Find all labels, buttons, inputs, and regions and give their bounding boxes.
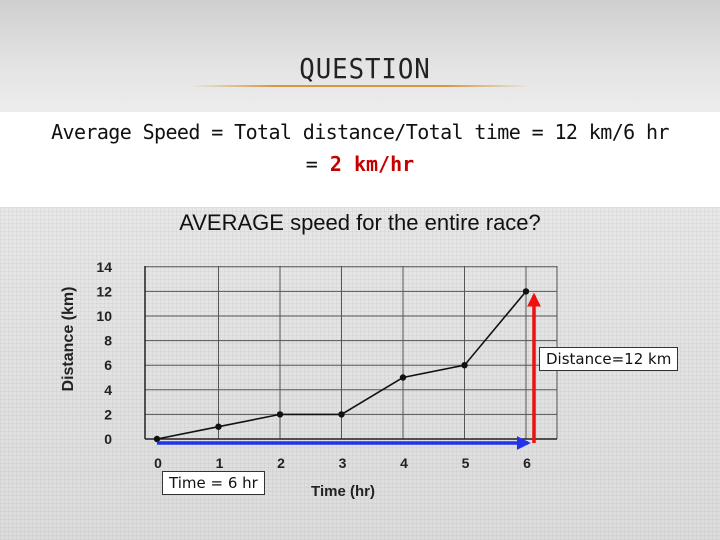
answer-prefix: = bbox=[305, 152, 330, 176]
y-tick-label: 0 bbox=[104, 431, 112, 447]
data-point bbox=[276, 411, 284, 418]
x-tick-label: 1 bbox=[216, 455, 224, 471]
x-tick-label: 4 bbox=[400, 455, 408, 471]
x-tick-label: 5 bbox=[462, 455, 470, 471]
answer-line-1: Average Speed = Total distance/Total tim… bbox=[51, 120, 669, 144]
question-prompt: AVERAGE speed for the entire race? bbox=[179, 210, 541, 235]
y-tick-label: 14 bbox=[96, 259, 112, 275]
chart-grid bbox=[145, 266, 558, 439]
distance-callout: Distance=12 km bbox=[539, 347, 679, 371]
time-callout: Time = 6 hr bbox=[162, 471, 265, 495]
x-tick-label: 6 bbox=[523, 455, 531, 471]
title-underline bbox=[190, 85, 530, 87]
answer-value: 2 km/hr bbox=[329, 152, 415, 176]
y-tick-labels: 0 2 4 6 8 10 12 14 bbox=[96, 259, 112, 447]
y-axis-label: Distance (km) bbox=[60, 287, 77, 392]
answer-line-2: = 2 km/hr bbox=[0, 152, 720, 176]
data-point bbox=[461, 362, 468, 369]
chart-annotations bbox=[157, 292, 541, 450]
data-point bbox=[338, 411, 345, 418]
series-distance bbox=[153, 288, 530, 443]
data-point bbox=[153, 435, 161, 443]
y-tick-label: 6 bbox=[104, 357, 112, 373]
y-tick-label: 8 bbox=[104, 333, 112, 349]
data-point bbox=[522, 288, 530, 295]
x-tick-labels: 0 1 2 3 4 5 6 bbox=[154, 455, 531, 471]
y-tick-label: 2 bbox=[104, 406, 112, 422]
x-tick-label: 2 bbox=[277, 455, 285, 471]
x-tick-label: 3 bbox=[339, 455, 347, 471]
x-axis-label: Time (hr) bbox=[311, 483, 375, 500]
slide-title: QUESTION bbox=[299, 52, 431, 85]
header-band bbox=[0, 0, 720, 112]
data-point bbox=[399, 374, 407, 381]
chart-axes bbox=[144, 266, 557, 440]
y-tick-label: 4 bbox=[104, 382, 112, 398]
y-tick-label: 12 bbox=[96, 283, 112, 299]
y-tick-label: 10 bbox=[96, 308, 112, 324]
data-point bbox=[215, 423, 222, 430]
answer-box: Average Speed = Total distance/Total tim… bbox=[0, 112, 720, 207]
x-tick-label: 0 bbox=[154, 455, 162, 471]
